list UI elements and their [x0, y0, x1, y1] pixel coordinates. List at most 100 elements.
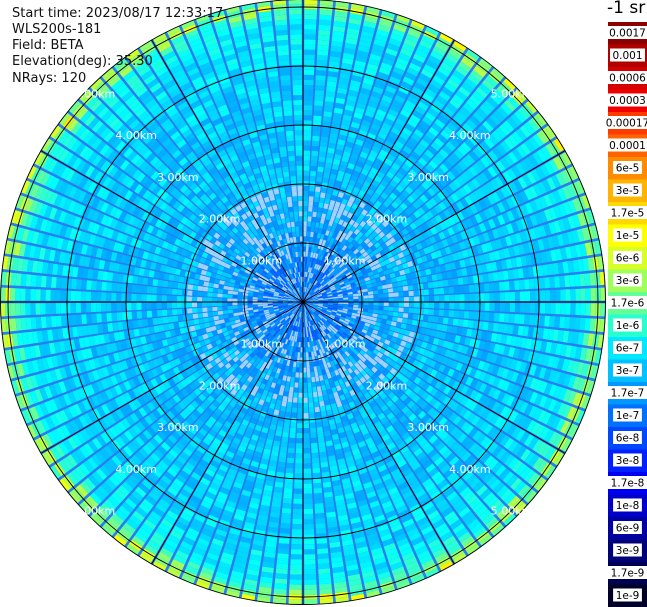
data-cell	[356, 494, 367, 502]
data-cell	[314, 335, 318, 341]
data-cell	[303, 448, 311, 454]
data-cell	[314, 329, 318, 335]
data-cell	[365, 459, 375, 467]
data-cell	[532, 457, 544, 471]
data-cell	[40, 289, 46, 301]
data-cell	[523, 469, 536, 483]
data-cell	[409, 503, 421, 513]
data-cell	[327, 307, 333, 310]
data-cell	[328, 350, 334, 356]
data-cell	[351, 312, 358, 317]
data-cell	[217, 310, 224, 315]
data-cell	[25, 274, 32, 287]
data-cell	[222, 302, 228, 306]
data-cell	[356, 338, 363, 344]
data-cell	[509, 302, 516, 313]
data-cell	[277, 461, 286, 468]
data-cell	[466, 543, 480, 556]
data-cell	[357, 440, 366, 448]
data-cell	[579, 317, 586, 331]
data-cell	[368, 302, 374, 306]
data-cell	[372, 509, 384, 518]
data-cell	[401, 432, 411, 441]
data-cell	[360, 411, 369, 419]
data-cell	[197, 296, 203, 302]
data-cell	[369, 324, 375, 329]
data-cell	[333, 303, 339, 306]
data-cell	[317, 558, 330, 565]
data-cell	[270, 506, 281, 513]
data-cell	[101, 302, 107, 312]
data-cell	[469, 497, 482, 510]
data-cell	[570, 303, 576, 315]
data-cell	[468, 442, 479, 454]
data-cell	[305, 337, 307, 343]
data-cell	[303, 508, 314, 515]
data-cell	[343, 302, 349, 305]
data-cell	[126, 311, 133, 320]
data-cell	[364, 486, 375, 494]
data-cell	[362, 311, 368, 316]
data-cell	[384, 324, 391, 330]
data-cell	[552, 433, 564, 448]
data-cell	[311, 314, 315, 319]
data-cell	[517, 415, 528, 428]
data-cell	[325, 334, 330, 340]
data-cell	[562, 373, 571, 387]
data-cell	[348, 465, 357, 473]
data-cell	[306, 305, 310, 311]
data-cell	[307, 341, 310, 348]
data-cell	[290, 422, 297, 428]
data-cell	[188, 319, 195, 326]
data-cell	[136, 294, 142, 302]
data-cell	[380, 323, 386, 329]
data-cell	[307, 304, 313, 307]
data-cell	[307, 303, 313, 306]
data-cell	[485, 411, 495, 423]
data-cell	[519, 314, 525, 325]
data-cell	[364, 359, 371, 366]
data-cell	[343, 370, 350, 377]
data-cell	[328, 455, 336, 462]
data-cell	[325, 404, 332, 411]
data-cell	[529, 391, 539, 404]
data-cell	[374, 396, 382, 404]
data-cell	[304, 312, 306, 318]
data-cell	[474, 392, 483, 403]
data-cell	[181, 302, 187, 308]
data-cell	[515, 336, 523, 348]
data-cell	[447, 341, 454, 350]
data-cell	[325, 321, 331, 326]
data-cell	[412, 394, 421, 403]
data-cell	[414, 302, 420, 308]
data-cell	[377, 331, 383, 337]
data-cell	[509, 313, 515, 324]
data-cell	[423, 335, 430, 342]
data-cell	[330, 313, 336, 317]
data-cell	[289, 427, 296, 434]
data-cell	[359, 349, 366, 356]
data-cell	[301, 317, 303, 323]
data-cell	[377, 380, 385, 388]
data-cell	[469, 378, 478, 389]
data-cell	[286, 406, 292, 413]
data-cell	[475, 418, 485, 429]
data-cell	[365, 319, 372, 324]
data-cell	[277, 420, 284, 427]
data-cell	[309, 361, 313, 368]
data-cell	[311, 307, 316, 311]
data-cell	[313, 340, 317, 346]
data-cell	[341, 441, 350, 449]
data-cell	[317, 339, 322, 345]
data-cell	[333, 318, 339, 322]
data-cell	[307, 311, 310, 316]
data-cell	[385, 357, 392, 364]
data-cell	[310, 325, 314, 331]
data-cell	[161, 287, 168, 295]
data-cell	[344, 357, 351, 364]
data-cell	[392, 355, 399, 363]
data-cell	[322, 307, 328, 310]
data-cell	[182, 289, 188, 296]
data-cell	[303, 307, 304, 313]
data-cell	[376, 318, 382, 323]
